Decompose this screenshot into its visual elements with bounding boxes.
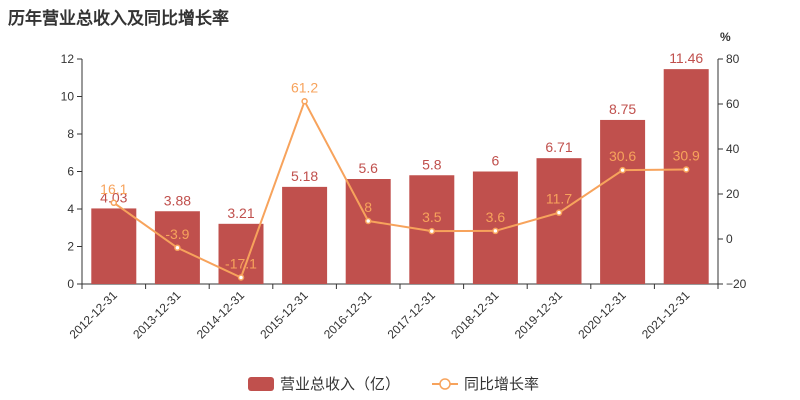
x-tick-label: 2021-12-31 bbox=[639, 288, 693, 342]
line-data-label: 16.1 bbox=[100, 181, 127, 197]
bar-data-label: 3.21 bbox=[227, 205, 254, 221]
line-point bbox=[174, 244, 181, 252]
line-point bbox=[555, 209, 563, 216]
x-tick-label: 2015-12-31 bbox=[257, 288, 311, 342]
line-data-label: 30.6 bbox=[609, 148, 636, 164]
bar-data-label: 6.71 bbox=[545, 139, 572, 155]
y-left-tick-label: 0 bbox=[67, 277, 74, 291]
legend-line-label: 同比增长率 bbox=[464, 376, 539, 393]
line-point bbox=[428, 227, 436, 235]
x-tick-label: 2012-12-31 bbox=[67, 288, 121, 342]
bar-data-label: 3.88 bbox=[164, 192, 191, 208]
x-tick-label: 2014-12-31 bbox=[194, 288, 248, 342]
bar-data-label: 5.6 bbox=[358, 160, 378, 176]
legend-bar-label: 营业总收入（亿） bbox=[280, 376, 400, 393]
bar bbox=[282, 186, 328, 284]
line-data-label: -3.9 bbox=[165, 226, 189, 242]
chart-title: 历年营业总收入及同比增长率 bbox=[8, 9, 229, 28]
line-point bbox=[619, 166, 626, 174]
bar bbox=[663, 69, 709, 284]
y-left-tick-label: 12 bbox=[61, 52, 75, 66]
x-tick-label: 2017-12-31 bbox=[385, 288, 439, 342]
line-point bbox=[301, 98, 308, 105]
line-point bbox=[364, 217, 372, 225]
y-right-tick-label: 40 bbox=[726, 142, 740, 156]
bar bbox=[536, 158, 582, 284]
bar-data-label: 8.75 bbox=[609, 101, 636, 117]
x-tick-label: 2016-12-31 bbox=[321, 288, 375, 342]
bar-data-label: 5.18 bbox=[291, 168, 318, 184]
y-left-tick-label: 6 bbox=[67, 165, 74, 179]
x-tick-label: 2020-12-31 bbox=[575, 288, 629, 342]
bar bbox=[345, 179, 391, 284]
legend-line-marker bbox=[439, 378, 451, 390]
y-right-tick-label: 80 bbox=[726, 52, 740, 66]
line-data-label: 11.7 bbox=[546, 191, 572, 207]
line-point bbox=[237, 274, 245, 281]
bar-data-label: 4.03 bbox=[100, 189, 127, 205]
y-right-unit: % bbox=[720, 30, 731, 44]
y-left-tick-label: 2 bbox=[67, 240, 74, 254]
bar-data-label: 11.46 bbox=[669, 50, 703, 66]
y-left-tick-label: 8 bbox=[67, 127, 74, 141]
x-tick-label: 2018-12-31 bbox=[448, 288, 502, 342]
line-point bbox=[492, 227, 499, 235]
bar-data-label: 6 bbox=[492, 153, 500, 169]
line-data-label: 8 bbox=[364, 199, 372, 215]
y-left-tick-label: 4 bbox=[67, 202, 74, 216]
legend-bar-swatch bbox=[248, 377, 274, 391]
line-data-label: 3.5 bbox=[422, 209, 442, 225]
bar-data-label: 5.8 bbox=[422, 156, 442, 172]
y-right-tick-label: 20 bbox=[726, 187, 740, 201]
bar bbox=[91, 208, 137, 284]
bar bbox=[600, 119, 646, 284]
y-right-tick-label: 0 bbox=[726, 232, 733, 246]
y-right-tick-label: 60 bbox=[726, 97, 740, 111]
line-data-label: 30.9 bbox=[673, 147, 700, 163]
x-tick-label: 2019-12-31 bbox=[512, 288, 566, 342]
line-data-label: -17.1 bbox=[225, 255, 257, 271]
line-point bbox=[110, 199, 118, 207]
x-tick-label: 2013-12-31 bbox=[130, 288, 184, 342]
line-data-label: 3.6 bbox=[486, 209, 506, 225]
y-left-tick-label: 10 bbox=[61, 90, 75, 104]
line-point bbox=[682, 166, 690, 173]
growth-rate-line bbox=[113, 98, 687, 279]
line-data-label: 61.2 bbox=[291, 79, 318, 95]
y-right-tick-label: −20 bbox=[726, 277, 747, 291]
